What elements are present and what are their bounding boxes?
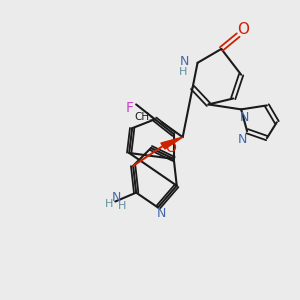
Text: O: O bbox=[165, 141, 176, 155]
Text: N: N bbox=[179, 55, 189, 68]
Text: N: N bbox=[239, 111, 249, 124]
Text: N: N bbox=[238, 133, 247, 146]
Text: N: N bbox=[157, 207, 167, 220]
Polygon shape bbox=[161, 137, 183, 149]
Text: N: N bbox=[112, 191, 121, 204]
Text: H: H bbox=[179, 67, 188, 77]
Text: F: F bbox=[125, 101, 133, 116]
Text: H: H bbox=[118, 202, 126, 212]
Text: O: O bbox=[237, 22, 249, 37]
Text: CH₃: CH₃ bbox=[135, 112, 154, 122]
Text: H: H bbox=[105, 200, 114, 209]
